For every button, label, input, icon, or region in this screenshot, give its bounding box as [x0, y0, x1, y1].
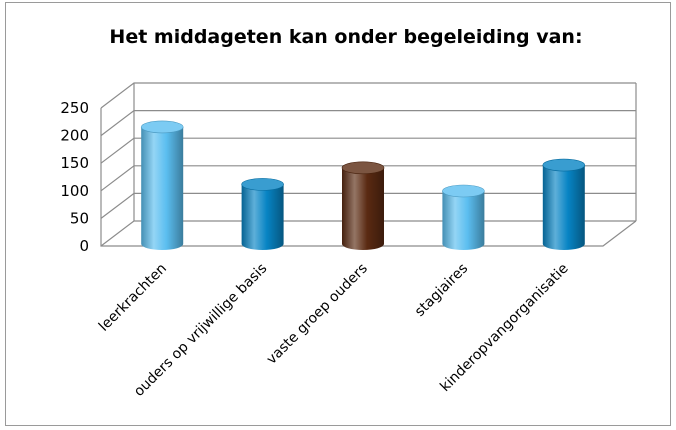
gridline	[100, 82, 636, 109]
gridline	[100, 137, 636, 164]
bar-5	[542, 158, 586, 250]
bar-top	[341, 161, 385, 175]
bar-body	[442, 191, 485, 250]
y-tick-label: 250	[60, 99, 89, 117]
bar-top	[442, 184, 485, 198]
bar-1	[140, 120, 184, 250]
chart-frame: Het middageten kan onder begeleiding van…	[5, 2, 671, 426]
bars	[140, 120, 586, 250]
gridlines	[100, 82, 636, 247]
y-tick-label: 150	[60, 154, 89, 172]
x-tick-label: leerkrachten	[96, 261, 170, 335]
bar-body	[542, 165, 585, 250]
y-tick-label: 200	[60, 127, 89, 145]
y-tick-label: 50	[70, 209, 89, 227]
bar-4	[442, 184, 485, 250]
bar-top	[241, 178, 284, 191]
y-tick-label: 0	[79, 237, 89, 255]
bar-2	[241, 178, 284, 250]
gridline	[100, 165, 636, 192]
bar-top	[140, 120, 184, 134]
x-tick-label: stagiaires	[412, 261, 471, 320]
y-tick-label: 100	[60, 182, 89, 200]
bar-body	[141, 126, 184, 250]
x-tick-label: vaste groep ouders	[264, 261, 371, 368]
bar-3	[341, 161, 385, 250]
chart: Het middageten kan onder begeleiding van…	[60, 26, 637, 400]
bar-body	[342, 167, 384, 250]
bar-body	[241, 184, 284, 250]
bar-top	[542, 158, 586, 172]
gridline	[100, 109, 636, 137]
y-axis-ticks: 0 50 100 150 200 250	[60, 99, 89, 255]
chart-title: Het middageten kan onder begeleiding van…	[109, 26, 582, 48]
